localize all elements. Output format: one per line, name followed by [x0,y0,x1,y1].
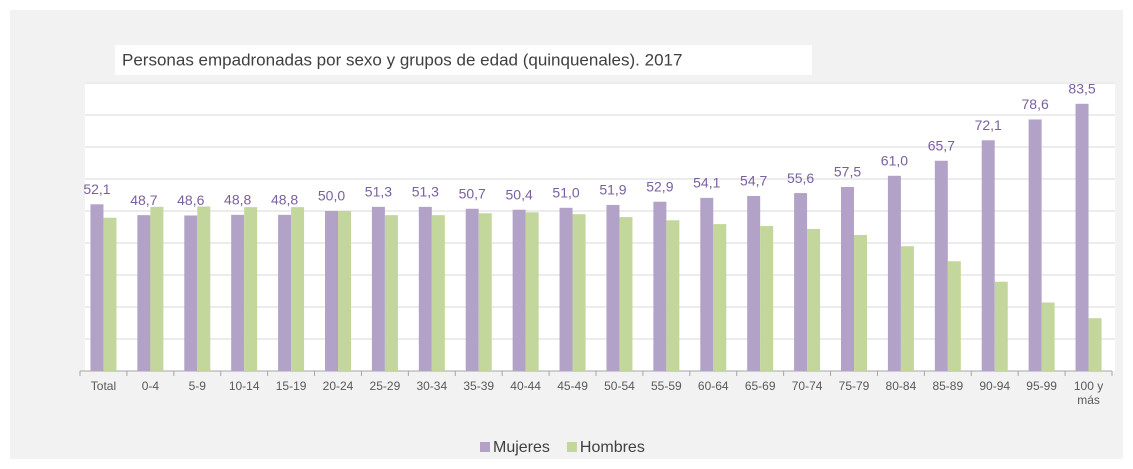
bar [231,214,245,371]
bar [981,140,995,371]
x-tick-label: 90-94 [979,379,1010,393]
bar [653,201,667,371]
bar [90,204,104,371]
bar [184,215,198,371]
x-tick-label: 80-84 [886,379,917,393]
bar [278,214,292,371]
x-tick-label: Total [91,379,116,393]
bar [431,215,445,371]
value-label: 57,5 [834,164,861,180]
bar [841,187,854,371]
bar [1075,103,1089,372]
bar [465,208,479,371]
x-tick-label: 25-29 [370,379,401,393]
bar [478,213,492,371]
value-label: 50,0 [318,188,345,204]
bar [947,261,961,371]
x-tick-label: 20-24 [323,379,354,393]
bar [197,206,211,371]
bar [606,204,620,371]
x-tick-label: 5-9 [189,379,207,393]
x-tick-label: 30-34 [416,379,447,393]
bar [384,215,398,371]
bar [1028,119,1042,371]
value-label: 52,9 [646,178,673,194]
value-label: 48,7 [130,192,157,208]
x-tick-label: 35-39 [463,379,494,393]
bar [1088,318,1102,371]
bar [371,206,385,371]
legend-swatch [480,442,490,452]
value-label: 51,0 [552,185,579,201]
bar [747,195,761,371]
bar [150,206,164,371]
legend-label: Hombres [580,439,645,456]
value-label: 52,1 [83,181,110,197]
bar [760,226,774,371]
value-label: 55,6 [787,170,814,186]
legend-swatch [566,442,577,452]
value-label: 61,0 [881,153,908,169]
x-tick-label: 85-89 [932,379,963,393]
x-tick-label: 50-54 [604,379,635,393]
x-tick-label: 100 y más [1074,379,1103,407]
bar [666,220,680,371]
bar [994,281,1008,371]
x-tick-label: 95-99 [1026,379,1057,393]
value-label: 51,9 [599,182,626,198]
value-label: 65,7 [928,137,955,153]
bar [1041,302,1055,371]
value-label: 51,3 [365,184,392,200]
x-tick-label: 75-79 [839,379,870,393]
value-label: 48,8 [224,192,251,208]
x-tick-label: 0-4 [142,379,160,393]
x-tick-label: 45-49 [557,379,588,393]
bar [900,246,914,371]
value-label: 51,3 [412,184,439,200]
title-box [115,45,812,75]
value-label: 50,4 [506,186,533,202]
value-label: 50,7 [459,185,486,201]
bar [291,207,305,371]
bar [244,207,258,371]
x-tick-label: 40-44 [510,379,541,393]
bar [713,224,727,371]
value-label: 54,1 [693,175,720,191]
bar [325,211,338,371]
x-tick-label: 15-19 [276,379,307,393]
x-tick-label: 70-74 [792,379,823,393]
bar [103,217,117,371]
bar [559,207,573,371]
bar [887,175,901,371]
x-tick-label: 10-14 [229,379,260,393]
value-label: 54,7 [740,173,767,189]
bar [934,160,948,371]
legend-label: Mujeres [493,439,550,456]
bar [418,206,432,371]
bar [572,214,586,371]
x-tick-label: 55-59 [651,379,682,393]
x-tick-label: 60-64 [698,379,729,393]
value-label: 83,5 [1068,81,1095,97]
bar [137,215,151,371]
bar [512,209,526,371]
bar [807,228,821,371]
bar [525,212,539,371]
x-tick-label: 65-69 [745,379,776,393]
bar [700,197,714,371]
bar [794,193,808,371]
bar [619,217,633,371]
bar [854,235,867,371]
chart-title: Personas empadronadas por sexo y grupos … [122,50,682,69]
value-label: 48,6 [177,192,204,208]
value-label: 48,8 [271,192,298,208]
bar [338,211,351,371]
value-label: 78,6 [1022,96,1049,112]
value-label: 72,1 [975,117,1002,133]
